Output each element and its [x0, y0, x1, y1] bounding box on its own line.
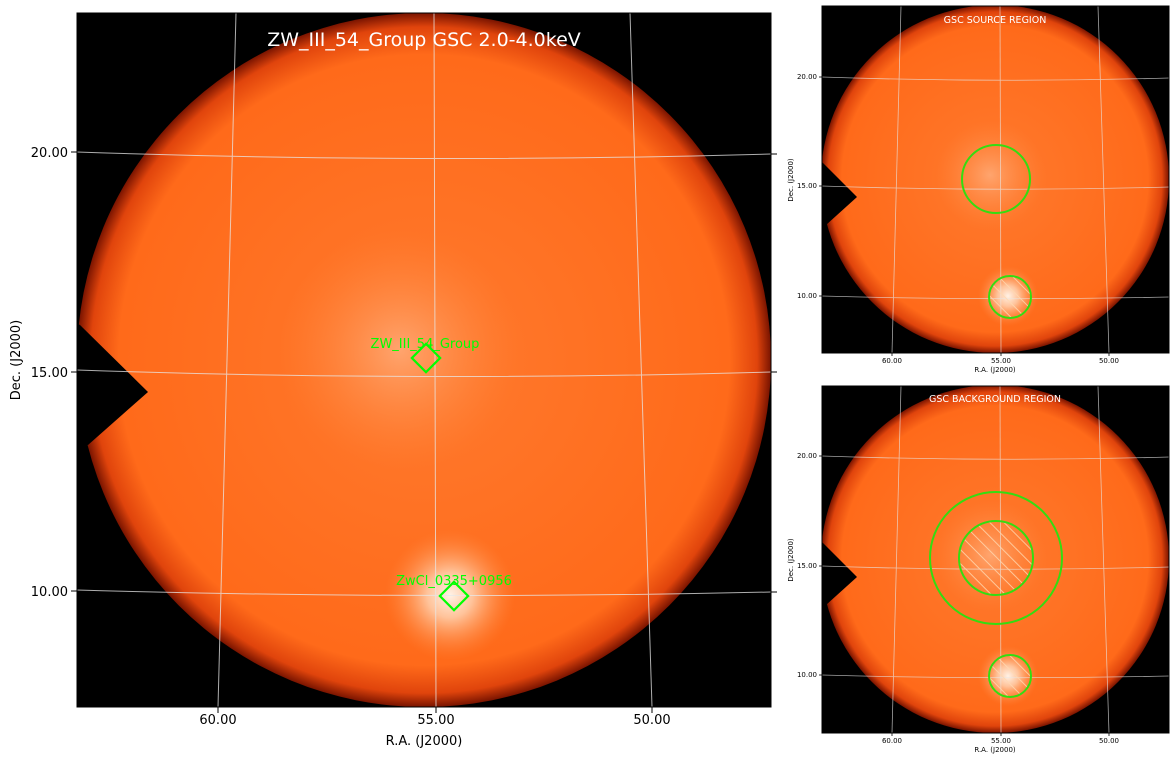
src-excluded-region-circle	[988, 275, 1032, 319]
src-ylabel: Dec. (J2000)	[787, 158, 795, 202]
main-coordinate-grid	[77, 13, 771, 707]
main-image-panel: ZW_III_54_Group ZwCl_0335+0956 ZW_III_54…	[9, 12, 777, 749]
bg-detector-notch	[822, 542, 857, 605]
bg-plot-frame	[821, 385, 1170, 734]
main-ytick-10: 10.00	[31, 585, 68, 600]
main-cluster-emission	[385, 530, 515, 660]
bg-ytick-20: 20.00	[797, 452, 817, 460]
bg-xlabel: R.A. (J2000)	[974, 746, 1016, 754]
src-detector-notch	[822, 162, 857, 225]
src-diffuse-emission	[935, 120, 1045, 230]
bg-xtick-60: 60.00	[882, 737, 902, 745]
src-xtick-60: 60.00	[882, 357, 902, 365]
main-detector-notch	[77, 323, 148, 445]
source-region-panel: GSC SOURCE REGION 60.00 55.00 50.00 20.0…	[787, 5, 1170, 374]
src-xlabel: R.A. (J2000)	[974, 366, 1016, 374]
src-xtick-55: 55.00	[991, 357, 1011, 365]
main-xlabel: R.A. (J2000)	[386, 734, 463, 749]
source-marker-group	[410, 342, 442, 374]
main-ytick-15: 15.00	[31, 366, 68, 381]
src-ytick-10: 10.00	[797, 292, 817, 300]
source-marker-cluster	[438, 580, 470, 612]
bg-ylabel: Dec. (J2000)	[787, 538, 795, 582]
main-xtick-60: 60.00	[199, 713, 236, 728]
src-ytick-15: 15.00	[797, 182, 817, 190]
bg-xtick-55: 55.00	[991, 737, 1011, 745]
src-xtick-50: 50.00	[1099, 357, 1119, 365]
main-title: ZW_III_54_Group GSC 2.0-4.0keV	[267, 29, 581, 51]
bg-ytick-10: 10.00	[797, 671, 817, 679]
main-xtick-50: 50.00	[633, 713, 670, 728]
bg-ticks	[819, 455, 1110, 736]
main-diffuse-emission	[280, 230, 520, 470]
background-region-panel: GSC BACKGROUND REGION 60.00 55.00 50.00 …	[787, 385, 1170, 754]
main-ticks	[71, 151, 777, 713]
bg-annulus-inner-circle	[958, 520, 1034, 596]
bg-xtick-50: 50.00	[1099, 737, 1119, 745]
src-plot-frame	[821, 5, 1170, 354]
bg-annulus-outer-circle	[929, 491, 1063, 625]
source-label-group: ZW_III_54_Group	[371, 337, 480, 352]
source-label-cluster: ZwCl_0335+0956	[396, 574, 512, 589]
bg-excluded-region-circle	[988, 654, 1032, 698]
src-title: GSC SOURCE REGION	[944, 15, 1047, 26]
src-source-region-circle	[961, 144, 1031, 214]
main-xtick-55: 55.00	[417, 713, 454, 728]
main-ylabel: Dec. (J2000)	[9, 320, 24, 400]
src-ytick-20: 20.00	[797, 73, 817, 81]
bg-title: GSC BACKGROUND REGION	[929, 394, 1061, 405]
main-plot-frame	[76, 12, 772, 708]
bg-ytick-15: 15.00	[797, 562, 817, 570]
src-ticks	[819, 76, 1110, 356]
main-ytick-20: 20.00	[31, 146, 68, 161]
